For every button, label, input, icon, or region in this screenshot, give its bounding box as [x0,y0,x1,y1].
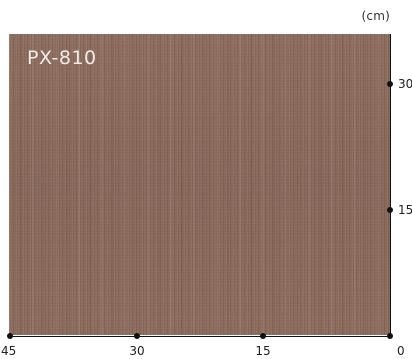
material-swatch: PX-810 [9,34,390,335]
y-axis-marker [387,81,393,87]
unit-label: (cm) [361,9,390,23]
y-tick-label: 30 [398,77,412,91]
x-tick-label: 30 [129,344,145,358]
x-tick-label: 15 [255,344,271,358]
x-axis-marker [134,333,140,339]
x-axis-line [9,336,390,337]
x-axis-marker [260,333,266,339]
y-tick-label: 15 [398,203,412,217]
product-code: PX-810 [27,47,97,69]
y-axis-line [390,34,391,337]
y-axis-marker [387,207,393,213]
x-tick-label: 0 [397,344,405,358]
origin-marker [387,333,393,339]
x-tick-label: 45 [1,344,17,358]
x-axis-marker [7,333,13,339]
